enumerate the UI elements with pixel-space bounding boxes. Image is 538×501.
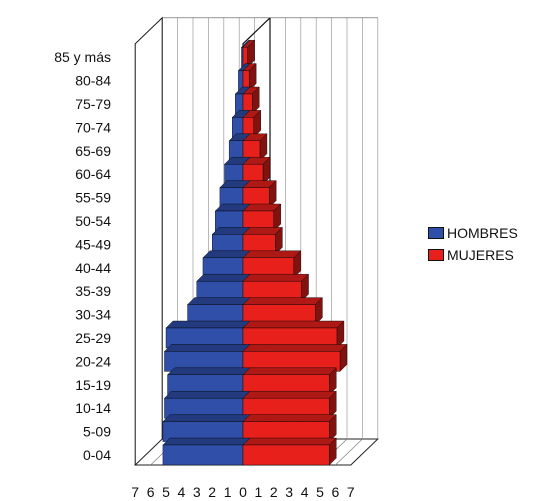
x-tick-label: 1 (255, 484, 263, 500)
bar-mujeres-top (242, 437, 337, 446)
y-tick-label: 75-79 (75, 96, 111, 112)
bar-mujeres-top (242, 274, 310, 282)
x-tick-label: 5 (316, 484, 324, 500)
y-tick-label: 65-69 (75, 143, 111, 159)
legend: HOMBRES MUJERES (428, 222, 518, 266)
bar-hombres-top (163, 391, 251, 399)
legend-swatch-hombres (428, 227, 444, 239)
x-tick-label: 4 (178, 484, 186, 500)
x-tick-label: 0 (239, 484, 247, 500)
x-tick-label: 2 (208, 484, 216, 500)
y-tick-label: 0-04 (83, 447, 111, 463)
x-tick-label: 5 (162, 484, 170, 500)
y-tick-label: 40-44 (75, 260, 111, 276)
x-tick-label: 4 (301, 484, 309, 500)
y-tick-label: 80-84 (75, 73, 111, 89)
bar-mujeres-top (242, 391, 337, 399)
y-tick-label: 15-19 (75, 377, 111, 393)
bar-hombres (162, 444, 244, 466)
y-tick-label: 35-39 (75, 283, 111, 299)
y-tick-label: 55-59 (75, 190, 111, 206)
x-tick-label: 6 (332, 484, 340, 500)
y-tick-label: 60-64 (75, 166, 111, 182)
legend-label-hombres: HOMBRES (447, 225, 518, 241)
bar-hombres-top (202, 250, 251, 258)
bar-hombres (241, 47, 244, 68)
bar-mujeres-top (242, 250, 302, 258)
y-axis-labels: 85 y más 80-84 75-79 70-74 65-69 60-64 55-59 50… (54, 49, 111, 463)
bar-mujeres-top (242, 414, 337, 422)
x-tick-label: 7 (131, 484, 139, 500)
bar-hombres-top (165, 320, 251, 329)
bar-mujeres-top (242, 344, 348, 352)
y-tick-label: 70-74 (75, 119, 111, 135)
y-tick-label: 5-09 (83, 424, 111, 440)
y-tick-label: 25-29 (75, 330, 111, 346)
legend-item-hombres: HOMBRES (428, 222, 518, 244)
bar-mujeres (242, 444, 330, 466)
bar-hombres-top (162, 437, 251, 446)
y-tick-label: 20-24 (75, 353, 111, 369)
x-tick-label: 7 (347, 484, 355, 500)
floor-grid-line (335, 438, 363, 466)
x-tick-label: 6 (147, 484, 155, 500)
x-tick-label: 2 (270, 484, 278, 500)
y-tick-label: 45-49 (75, 236, 111, 252)
y-tick-label: 10-14 (75, 400, 111, 416)
legend-item-mujeres: MUJERES (428, 244, 518, 266)
bar-mujeres-top (242, 367, 337, 375)
legend-swatch-mujeres (428, 249, 444, 261)
x-tick-label: 1 (224, 484, 232, 500)
chart-bars (162, 39, 348, 466)
bar-mujeres-top (242, 320, 345, 329)
legend-label-mujeres: MUJERES (447, 247, 514, 263)
left-wall-outline (134, 16, 163, 465)
bar-mujeres-top (242, 297, 323, 305)
bar-hombres-top (167, 367, 251, 375)
x-tick-label: 3 (285, 484, 293, 500)
y-tick-label: 50-54 (75, 213, 111, 229)
bar-hombres-top (162, 414, 251, 422)
x-tick-label: 3 (193, 484, 201, 500)
y-tick-label: 30-34 (75, 307, 111, 323)
bar-hombres-top (187, 297, 251, 305)
bar-hombres-top (163, 344, 251, 352)
y-tick-label: 85 y más (54, 49, 111, 65)
bar-hombres-top (196, 274, 251, 282)
